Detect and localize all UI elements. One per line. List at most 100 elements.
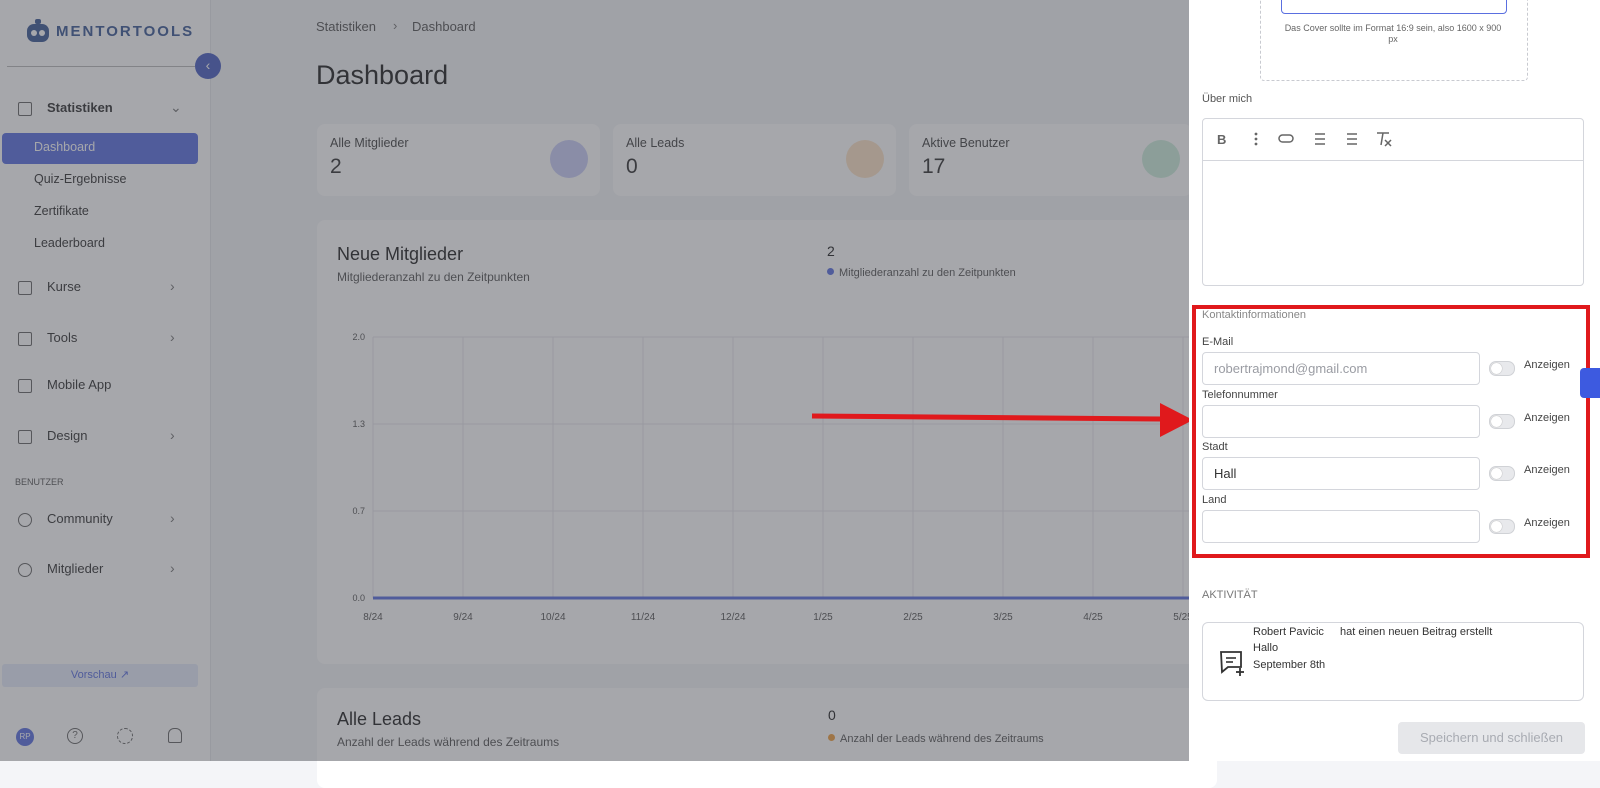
settings-icon[interactable] [117,728,133,744]
chart-subtitle: Mitgliederanzahl zu den Zeitpunkten [337,270,530,284]
toggle-label: Anzeigen [1524,411,1570,424]
toggle-label: Anzeigen [1524,359,1570,371]
stat-value: 17 [922,155,946,178]
editor-toolbar[interactable]: B [1213,129,1403,149]
breadcrumb-separator: › [393,18,398,33]
stat-icon [846,140,884,178]
nav-item[interactable]: Mitglieder [47,561,104,576]
activity-user[interactable]: Robert Pavicic [1253,626,1324,638]
nav-icon [18,563,32,577]
breadcrumb-item: Dashboard [412,19,476,34]
chevron: › [170,560,175,576]
field-label: Über mich [1202,93,1253,105]
chart-title: Alle Leads [337,709,422,729]
visibility-toggle[interactable] [1489,518,1515,534]
backdrop[interactable] [0,0,1189,761]
nav-item[interactable]: Community [47,511,113,526]
chevron: › [170,427,175,443]
divider [7,66,195,67]
section-label: BENUTZER [15,477,64,487]
chart-total: 2 [827,243,835,259]
stat-label: Alle Leads [626,136,685,150]
text-input[interactable] [1202,404,1480,438]
chart-plot: 2.0 1.3 0.7 0.0 8/24 9/24 10/24 11/24 12/24 1/25 2… [352,332,1217,623]
legend-dot [827,268,834,275]
y-tick-label: 2.0 [352,332,365,342]
text-input[interactable] [1202,509,1480,543]
legend-label: Anzahl der Leads während des Zeitraums [840,733,1044,745]
nav-item[interactable]: Design [47,428,88,443]
text-input[interactable]: robertrajmond@gmail.com [1202,352,1480,385]
activity-action: hat einen neuen Beitrag erstellt [1340,626,1493,638]
nav-icon [18,430,32,444]
sidebar: MENTORTOOLS ‹ Vorschau ↗ RP ? Statistike… [0,0,221,761]
stat-value: 2 [330,155,342,178]
nav-icon [18,513,32,527]
cover-hint: Das Cover sollte im Format 16:9 sein, al… [1284,23,1502,44]
nav-item[interactable]: Kurse [47,279,81,294]
collapse-button[interactable]: ‹ [195,53,221,79]
nav-icon [18,102,32,116]
text-input[interactable]: Hall [1202,457,1480,490]
activity-card: Robert Pavicic hat einen neuen Beitrag e… [1202,622,1584,701]
upload-button[interactable] [1281,0,1507,14]
drawer: Das Cover sollte im Format 16:9 sein, al… [1189,0,1600,761]
nav-item[interactable]: Statistiken [47,100,113,115]
breadcrumb-item[interactable]: Statistiken [316,19,376,34]
sub-nav-item[interactable]: Dashboard [34,140,96,154]
x-tick-label: 8/24 [363,612,383,623]
bell-icon[interactable] [168,728,182,743]
y-tick-label: 0.0 [352,593,365,603]
logo-icon [27,19,49,42]
activity-text: Hallo [1253,642,1279,654]
nav-item[interactable]: Tools [47,330,78,345]
stat-label: Aktive Benutzer [922,136,1010,150]
activity-date: September 8th [1253,659,1326,671]
svg-text:B: B [1217,132,1226,147]
chart-title: Neue Mitglieder [337,244,464,264]
x-tick-label: 12/24 [720,612,745,623]
chevron: › [170,329,175,345]
x-tick-label: 3/25 [993,612,1013,623]
x-tick-label: 9/24 [453,612,473,623]
sub-nav-item[interactable]: Leaderboard [34,236,105,250]
side-tab[interactable] [1580,368,1600,398]
activity-icon [1220,651,1244,676]
legend-dot [828,734,835,741]
nav-item[interactable]: Mobile App [47,377,112,392]
avatar[interactable]: RP [16,728,34,746]
toolbar-divider [1203,160,1583,161]
help-icon[interactable]: ? [67,728,83,744]
stat-icon [550,140,588,178]
chart-total: 0 [828,707,836,723]
visibility-toggle[interactable] [1489,466,1515,481]
chart-subtitle: Anzahl der Leads während des Zeitraums [337,735,560,749]
x-tick-label: 1/25 [813,612,833,623]
legend-label: Mitgliederanzahl zu den Zeitpunkten [839,267,1016,279]
section-heading: Kontaktinformationen [1202,309,1306,321]
x-tick-label: 4/25 [1083,612,1103,623]
chevron: › [170,278,175,294]
x-tick-label: 2/25 [903,612,923,623]
chart-card [317,220,1217,664]
save-button[interactable]: Speichern und schließen [1398,722,1585,754]
field-label: Telefonnummer [1202,388,1278,401]
visibility-toggle[interactable] [1489,413,1515,429]
visibility-toggle[interactable] [1489,361,1515,376]
sub-nav-item[interactable]: Quiz-Ergebnisse [34,172,127,186]
field-label: E-Mail [1202,336,1234,348]
x-tick-label: 10/24 [540,612,565,623]
field-label: Land [1202,493,1227,506]
cover-dropzone[interactable] [1260,0,1528,81]
nav-icon [18,281,32,295]
toggle-label: Anzeigen [1524,516,1570,529]
annotation-arrow [811,403,1193,437]
chevron: ⌄ [170,99,182,115]
preview-button[interactable]: Vorschau ↗ [2,664,198,687]
chevron: › [170,510,175,526]
field-label: Stadt [1202,441,1228,453]
stat-label: Alle Mitglieder [330,136,409,150]
rich-text-editor[interactable]: B [1202,118,1584,286]
sub-nav-item[interactable]: Zertifikate [34,204,89,218]
highlight-box [1192,305,1590,558]
